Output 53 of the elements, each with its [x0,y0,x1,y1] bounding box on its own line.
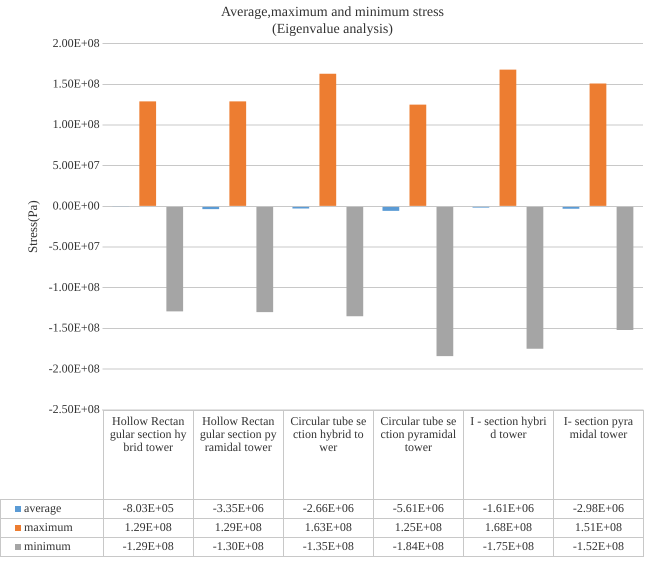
x-tick-label: Circular tube section hybrid tower [283,410,374,500]
bar [346,206,364,316]
data-label: -1.61E+06 [463,499,554,518]
bar [436,206,454,356]
data-label: -1.75E+08 [463,537,554,556]
y-tick-label: -2.00E+08 [48,361,100,376]
y-tick-label: 0.00E+00 [52,198,100,213]
legend-label: average [0,499,104,518]
x-tick-label: Hollow Rectangular section hybrid tower [103,410,194,500]
bar [500,70,516,206]
x-tick-label: Circular tube section pyramidal tower [373,410,464,500]
data-label: -1.30E+08 [193,537,284,556]
data-label: 1.68E+08 [463,518,554,538]
data-label: -8.03E+05 [103,499,194,518]
bar [139,101,156,206]
bar [319,74,336,206]
y-tick-label: -1.00E+08 [48,280,100,294]
y-tick-label: 1.50E+08 [52,76,100,90]
y-tick-label: 1.00E+08 [52,117,100,132]
data-label: -1.29E+08 [103,537,194,556]
bar [616,206,634,330]
data-label: 1.63E+08 [283,518,374,538]
data-label: 1.51E+08 [553,518,644,538]
bar [590,83,606,206]
y-tick-label: -5.00E+07 [48,239,100,254]
data-label: -3.35E+06 [193,499,284,518]
y-axis-title: Stress(Pa) [25,200,40,254]
data-label: -1.35E+08 [283,537,374,556]
x-tick-label: I - section hybrid tower [463,410,554,500]
bar [410,104,426,206]
bar [229,101,246,206]
y-tick-label: -2.50E+08 [48,402,100,416]
data-label: -1.52E+08 [553,537,644,556]
data-label: 1.29E+08 [193,518,284,538]
text: (Eigenvalue analysis) [272,22,393,37]
data-label: -5.61E+06 [373,499,464,518]
bar [256,206,274,312]
legend-label: minimum [0,537,104,556]
x-tick-label: Hollow Rectangular section pyramidal tower [193,410,284,500]
data-label: -2.98E+06 [553,499,644,518]
bar [526,206,544,349]
bar [382,206,400,211]
y-tick-label: -1.50E+08 [48,320,100,335]
y-tick-label: 2.00E+08 [52,36,100,50]
x-tick-label: I- section pyramidal tower [553,410,644,500]
data-label: 1.25E+08 [373,518,464,538]
bar [166,206,184,312]
text: Average,maximum and minimum stress [221,5,444,20]
data-label: -1.84E+08 [373,537,464,556]
y-tick-label: 5.00E+07 [52,158,100,172]
data-label: 1.29E+08 [103,518,194,538]
legend-label: maximum [0,518,104,538]
data-label: -2.66E+06 [283,499,374,518]
